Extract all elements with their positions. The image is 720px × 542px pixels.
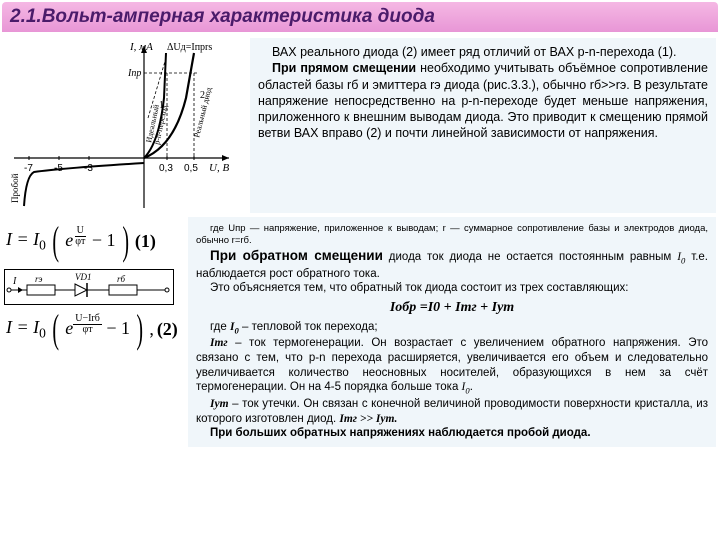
svg-text:VD1: VD1: [75, 272, 92, 282]
svg-text:-3: -3: [84, 163, 93, 174]
equivalent-circuit: I rэ VD1 rб: [4, 269, 174, 305]
reverse-p3: где I0 – тепловой ток перехода;: [196, 320, 708, 336]
svg-text:Iпр: Iпр: [127, 68, 141, 79]
page-title: 2.1.Вольт-амперная характеристика диода: [10, 6, 710, 28]
lower-row: I = I0 ( eUφт − 1 ) (1) I rэ VD1: [0, 217, 720, 451]
upper-row: I, мА U, B -7 -5 -3 0,3 0,5: [0, 34, 720, 217]
iv-chart-svg: I, мА U, B -7 -5 -3 0,3 0,5: [4, 38, 234, 213]
svg-text:2: 2: [200, 90, 205, 101]
svg-text:0,3: 0,3: [159, 163, 173, 174]
formula-column: I = I0 ( eUφт − 1 ) (1) I rэ VD1: [4, 217, 182, 447]
svg-text:I: I: [12, 276, 17, 287]
svg-text:1: 1: [159, 100, 164, 111]
svg-text:U, B: U, B: [209, 162, 229, 174]
reverse-p5: Iут – ток утечки. Он связан с конечной в…: [196, 397, 708, 426]
chart-column: I, мА U, B -7 -5 -3 0,3 0,5: [4, 38, 244, 213]
svg-text:rб: rб: [117, 274, 126, 284]
reverse-p4: Iтг – ток термогенерации. Он возрастает …: [196, 336, 708, 396]
p1-text: ВАХ реального диода (2) имеет ряд отличи…: [258, 44, 708, 60]
svg-text:I, мА: I, мА: [129, 41, 153, 53]
svg-text:ΔUд=Iпрrs: ΔUд=Iпрrs: [167, 42, 212, 53]
note-text: где Uпр — напряжение, приложенное к выво…: [196, 223, 708, 247]
formula-1: I = I0 ( eUφт − 1 ) (1): [6, 225, 182, 257]
svg-text:Пробой: Пробой: [10, 173, 20, 203]
reverse-eq: Iобр =I0 + Iтг + Iут: [196, 299, 708, 317]
formula-2: I = I0 ( eU−Irбφт − 1 ) , (2): [6, 313, 182, 345]
paragraph-forward-bias: ВАХ реального диода (2) имеет ряд отличи…: [250, 38, 716, 213]
p2-text: При прямом смещении необходимо учитывать…: [258, 60, 708, 141]
title-bar: 2.1.Вольт-амперная характеристика диода: [2, 2, 718, 32]
reverse-p1: При обратном смещении диода ток диода не…: [196, 247, 708, 281]
iv-chart: I, мА U, B -7 -5 -3 0,3 0,5: [4, 38, 234, 213]
reverse-p6: При больших обратных напряжениях наблюда…: [196, 426, 708, 441]
paragraph-reverse-bias: где Uпр — напряжение, приложенное к выво…: [188, 217, 716, 447]
svg-text:0,5: 0,5: [184, 163, 198, 174]
svg-text:rэ: rэ: [35, 274, 43, 284]
reverse-p2: Это объясняется тем, что обратный ток ди…: [196, 281, 708, 296]
